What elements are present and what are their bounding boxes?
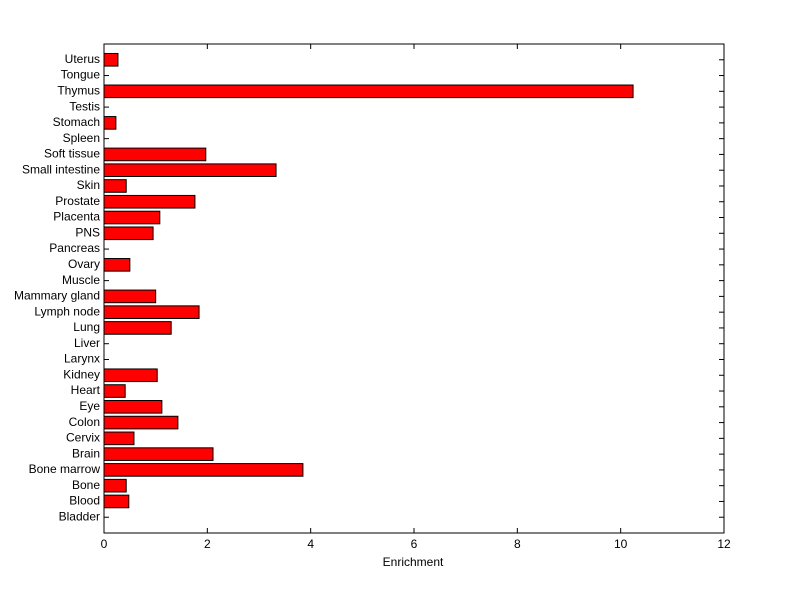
bar	[103, 179, 127, 193]
y-tick-label: Kidney	[63, 367, 100, 381]
y-tick-label: Tongue	[61, 68, 101, 82]
y-tick-label: Cervix	[66, 431, 100, 445]
y-tick-label: Colon	[69, 415, 100, 429]
y-tick-label: PNS	[75, 225, 100, 239]
bar	[103, 321, 172, 335]
bar	[103, 384, 126, 398]
y-tick-label: Spleen	[63, 131, 100, 145]
plot-frame	[103, 43, 725, 534]
x-tick-label: 2	[204, 537, 211, 551]
y-tick-label: Pancreas	[49, 241, 100, 255]
y-tick-label: Liver	[74, 336, 100, 350]
x-tick-label: 8	[514, 537, 521, 551]
bar	[103, 116, 117, 130]
y-tick-label: Bone marrow	[29, 462, 101, 476]
bar	[103, 368, 158, 383]
bar	[103, 289, 157, 304]
bar	[103, 147, 207, 162]
bar	[103, 415, 179, 430]
x-axis-label: Enrichment	[383, 555, 444, 569]
bar	[103, 84, 634, 99]
y-tick-label: Eye	[79, 399, 100, 413]
y-tick-label: Brain	[72, 446, 100, 460]
x-tick-label: 12	[717, 537, 731, 551]
y-tick-label: Prostate	[55, 194, 100, 208]
y-tick-label: Bladder	[59, 509, 100, 523]
y-tick-label: Lymph node	[34, 304, 100, 318]
y-tick-label: Stomach	[53, 115, 100, 129]
bar	[103, 305, 200, 319]
bar	[103, 226, 154, 241]
y-tick-label: Placenta	[53, 210, 100, 224]
x-tick-label: 10	[614, 537, 628, 551]
bar	[103, 447, 214, 461]
y-tick-label: Lung	[73, 320, 100, 334]
bar	[103, 494, 130, 509]
x-tick-label: 6	[411, 537, 418, 551]
y-tick-label: Uterus	[65, 52, 100, 66]
x-tick-label: 0	[101, 537, 108, 551]
bar	[103, 463, 304, 477]
y-tick-label: Skin	[77, 178, 100, 192]
y-tick-label: Blood	[69, 494, 100, 508]
y-tick-label: Testis	[69, 99, 100, 113]
y-tick-label: Ovary	[68, 257, 100, 271]
y-tick-label: Bone	[72, 478, 100, 492]
y-tick-label: Soft tissue	[44, 147, 100, 161]
bar	[103, 52, 119, 67]
bar	[103, 210, 161, 225]
y-tick-label: Thymus	[57, 83, 100, 97]
x-tick-label: 4	[307, 537, 314, 551]
bar	[103, 163, 277, 178]
y-tick-label: Mammary gland	[14, 289, 100, 303]
bar	[103, 194, 196, 209]
y-tick-label: Small intestine	[22, 162, 100, 176]
y-tick-label: Muscle	[62, 273, 100, 287]
y-tick-label: Heart	[71, 383, 101, 397]
bar	[103, 399, 163, 414]
bar	[103, 478, 127, 493]
y-tick-label: Larynx	[64, 352, 100, 366]
bar	[103, 431, 135, 446]
bar	[103, 258, 131, 272]
